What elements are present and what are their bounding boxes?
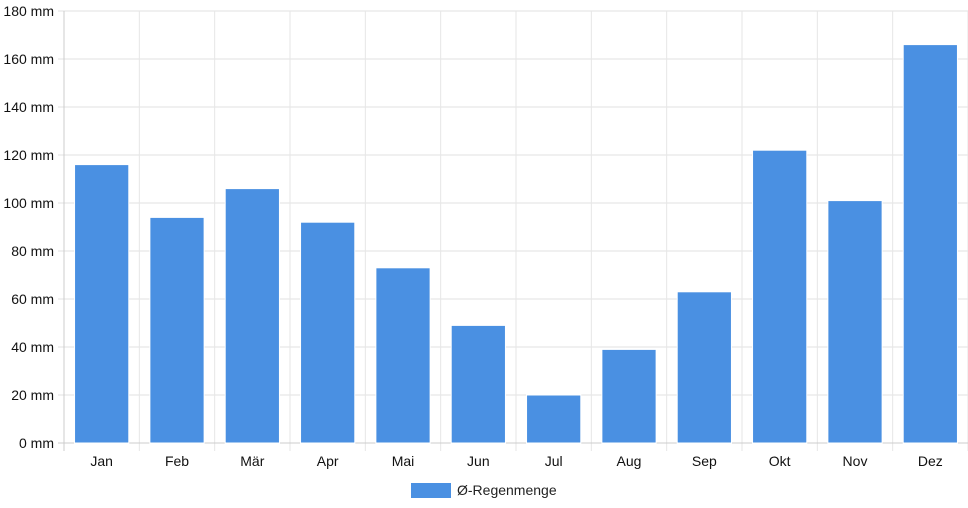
x-tick-label: Nov [843,453,868,469]
y-tick-label: 20 mm [11,387,54,403]
bar-Mär[interactable] [224,188,280,444]
bar-Sep[interactable] [676,291,732,444]
legend[interactable]: Ø-Regenmenge [411,482,557,498]
x-tick-label: Sep [692,453,717,469]
y-axis-ticks: 0 mm 20 mm 40 mm 60 mm 80 mm 100 mm 120 mm 140 … [3,3,54,451]
x-tick-label: Aug [617,453,642,469]
bar-Okt[interactable] [752,149,808,444]
bar-Jul[interactable] [526,394,582,444]
legend-label[interactable]: Ø-Regenmenge [457,482,557,498]
bar-Nov[interactable] [827,200,883,444]
x-tick-label: Dez [918,453,943,469]
bar-Apr[interactable] [300,221,356,444]
y-tick-label: 100 mm [3,195,54,211]
x-tick-label: Apr [317,453,339,469]
x-tick-label: Feb [165,453,189,469]
x-tick-label: Jul [545,453,563,469]
y-tick-label: 80 mm [11,243,54,259]
y-tick-label: 140 mm [3,99,54,115]
bar-Jan[interactable] [74,164,130,444]
x-tick-label: Okt [769,453,791,469]
bar-Feb[interactable] [149,216,205,444]
x-tick-label: Jan [90,453,113,469]
grid-lines [58,10,968,451]
y-tick-label: 0 mm [19,435,54,451]
bar-Mai[interactable] [375,267,431,444]
y-tick-label: 180 mm [3,3,54,19]
y-tick-label: 40 mm [11,339,54,355]
bar-series [74,44,958,444]
y-tick-label: 60 mm [11,291,54,307]
bar-Dez[interactable] [902,44,958,444]
x-tick-label: Jun [467,453,490,469]
y-tick-label: 160 mm [3,51,54,67]
bar-Aug[interactable] [601,348,657,444]
y-tick-label: 120 mm [3,147,54,163]
x-axis-ticks: Jan Feb Mär Apr Mai Jun Jul Aug Sep Okt Nov Dez [90,453,942,469]
bar-Jun[interactable] [450,324,506,444]
x-tick-label: Mär [240,453,264,469]
x-tick-label: Mai [392,453,415,469]
legend-swatch[interactable] [411,483,451,498]
